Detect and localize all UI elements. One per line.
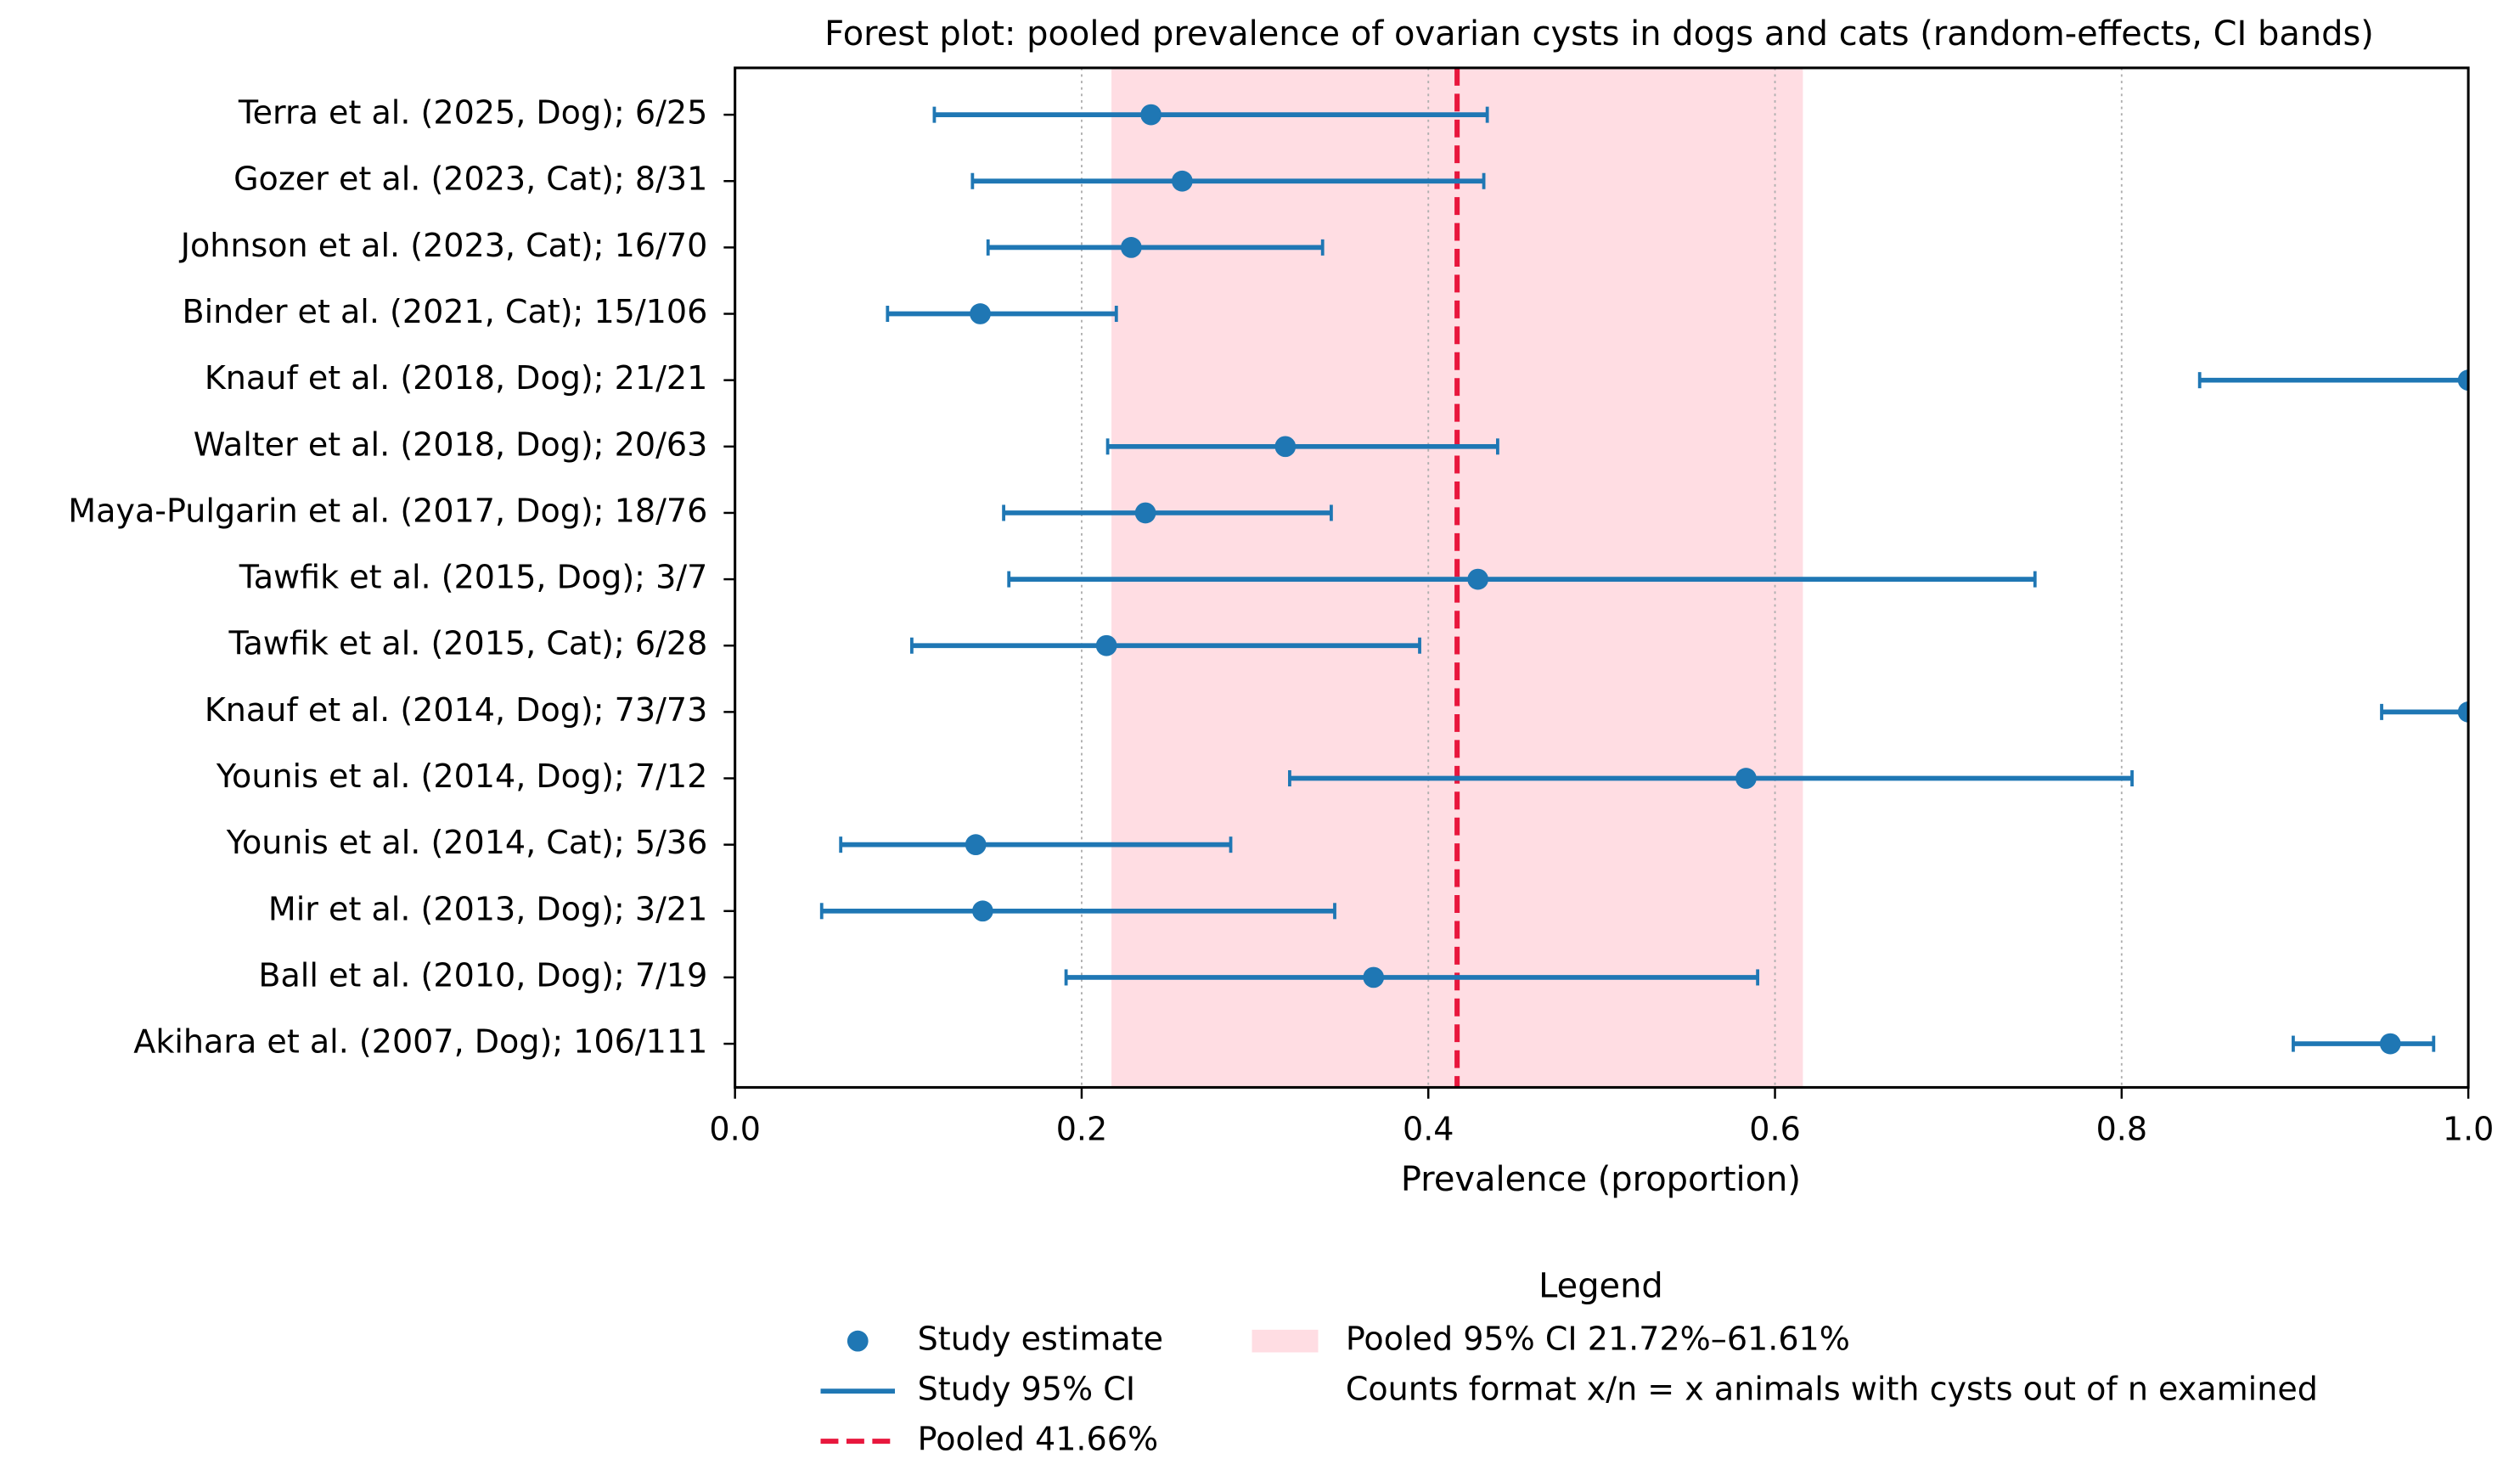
legend-marker bbox=[847, 1330, 869, 1352]
study-estimate bbox=[965, 834, 987, 856]
y-tick-label: Binder et al. (2021, Cat); 15/106 bbox=[182, 293, 707, 330]
legend-marker bbox=[1252, 1329, 1319, 1353]
y-tick-label: Gozer et al. (2023, Cat); 8/31 bbox=[233, 161, 707, 198]
y-tick-label: Maya-Pulgarin et al. (2017, Dog); 18/76 bbox=[68, 492, 707, 529]
axes: 0.0 0.2 0.4 0.6 0.8 1.0 Terra et al. (2025, Do… bbox=[68, 66, 2495, 1458]
chart-title: Forest plot: pooled prevalence of ovaria… bbox=[824, 14, 2374, 54]
study-estimate bbox=[1095, 634, 1117, 656]
study-estimate bbox=[1274, 436, 1297, 458]
study-estimate bbox=[972, 900, 993, 922]
x-tick-label: 0.6 bbox=[1749, 1110, 1801, 1147]
y-tick-label: Mir et al. (2013, Dog); 3/21 bbox=[268, 890, 707, 927]
y-tick-label: Johnson et al. (2023, Cat); 16/70 bbox=[179, 227, 708, 264]
legend-label: Pooled 41.66% bbox=[918, 1421, 1158, 1458]
y-tick-label: Ball et al. (2010, Dog); 7/19 bbox=[258, 956, 707, 994]
y-tick-label: Akihara et al. (2007, Dog); 106/111 bbox=[133, 1023, 707, 1061]
study-estimate bbox=[2379, 1033, 2401, 1055]
y-tick-label: Knauf et al. (2014, Dog); 73/73 bbox=[205, 691, 707, 729]
study-estimate bbox=[1120, 237, 1142, 258]
y-tick-label: Knauf et al. (2018, Dog); 21/21 bbox=[205, 359, 707, 397]
plot-frame bbox=[734, 66, 2470, 1089]
study-estimate bbox=[1134, 502, 1156, 524]
x-tick-label: 0.0 bbox=[709, 1110, 761, 1147]
x-tick-label: 0.8 bbox=[2096, 1110, 2148, 1147]
x-axis-label: Prevalence (proportion) bbox=[1401, 1160, 1801, 1199]
y-tick-label: Tawfik et al. (2015, Dog); 3/7 bbox=[239, 559, 708, 596]
y-tick-label: Tawfik et al. (2015, Cat); 6/28 bbox=[228, 625, 708, 662]
study-estimate bbox=[1467, 568, 1488, 590]
legend-label: Study 95% CI bbox=[918, 1371, 1135, 1408]
study-estimate bbox=[1140, 104, 1162, 126]
y-tick-label: Walter et al. (2018, Dog); 20/63 bbox=[194, 425, 708, 463]
study-estimate bbox=[2457, 701, 2469, 723]
legend-title: Legend bbox=[1538, 1266, 1663, 1305]
study-estimate bbox=[1363, 966, 1385, 988]
study-estimate bbox=[1735, 768, 1757, 789]
plot-area bbox=[734, 67, 2469, 1088]
x-tick-label: 1.0 bbox=[2443, 1110, 2495, 1147]
study-estimate bbox=[2457, 369, 2469, 391]
legend-label: Pooled 95% CI 21.72%–61.61% bbox=[1346, 1321, 1850, 1358]
x-tick-label: 0.4 bbox=[1403, 1110, 1454, 1147]
study-estimate bbox=[1171, 170, 1193, 192]
x-tick-label: 0.2 bbox=[1056, 1110, 1108, 1147]
y-tick-label: Terra et al. (2025, Dog); 6/25 bbox=[238, 94, 707, 132]
y-tick-label: Younis et al. (2014, Dog); 7/12 bbox=[216, 758, 707, 795]
legend-label: Study estimate bbox=[918, 1321, 1163, 1358]
study-estimate bbox=[970, 303, 991, 324]
y-tick-label: Younis et al. (2014, Cat); 5/36 bbox=[226, 824, 708, 861]
legend-label: Counts format x/n = x animals with cysts… bbox=[1346, 1371, 2318, 1408]
